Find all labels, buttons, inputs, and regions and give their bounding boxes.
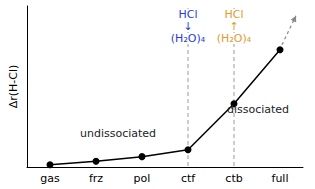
svg-text:ctb: ctb	[225, 172, 242, 185]
svg-text:gas: gas	[40, 172, 60, 185]
svg-text:frz: frz	[89, 172, 103, 185]
svg-text:Δr(H-Cl): Δr(H-Cl)	[7, 65, 20, 109]
svg-text:ctf: ctf	[181, 172, 196, 185]
svg-text:pol: pol	[134, 172, 151, 185]
svg-text:dissociated: dissociated	[227, 103, 289, 116]
svg-text:HCl: HCl	[224, 8, 244, 21]
svg-text:(H₂O)₄: (H₂O)₄	[171, 32, 206, 45]
svg-text:undissociated: undissociated	[80, 127, 156, 140]
svg-text:HCl: HCl	[178, 8, 198, 21]
svg-text:(H₂O)₄: (H₂O)₄	[217, 32, 252, 45]
svg-text:full: full	[272, 172, 289, 185]
